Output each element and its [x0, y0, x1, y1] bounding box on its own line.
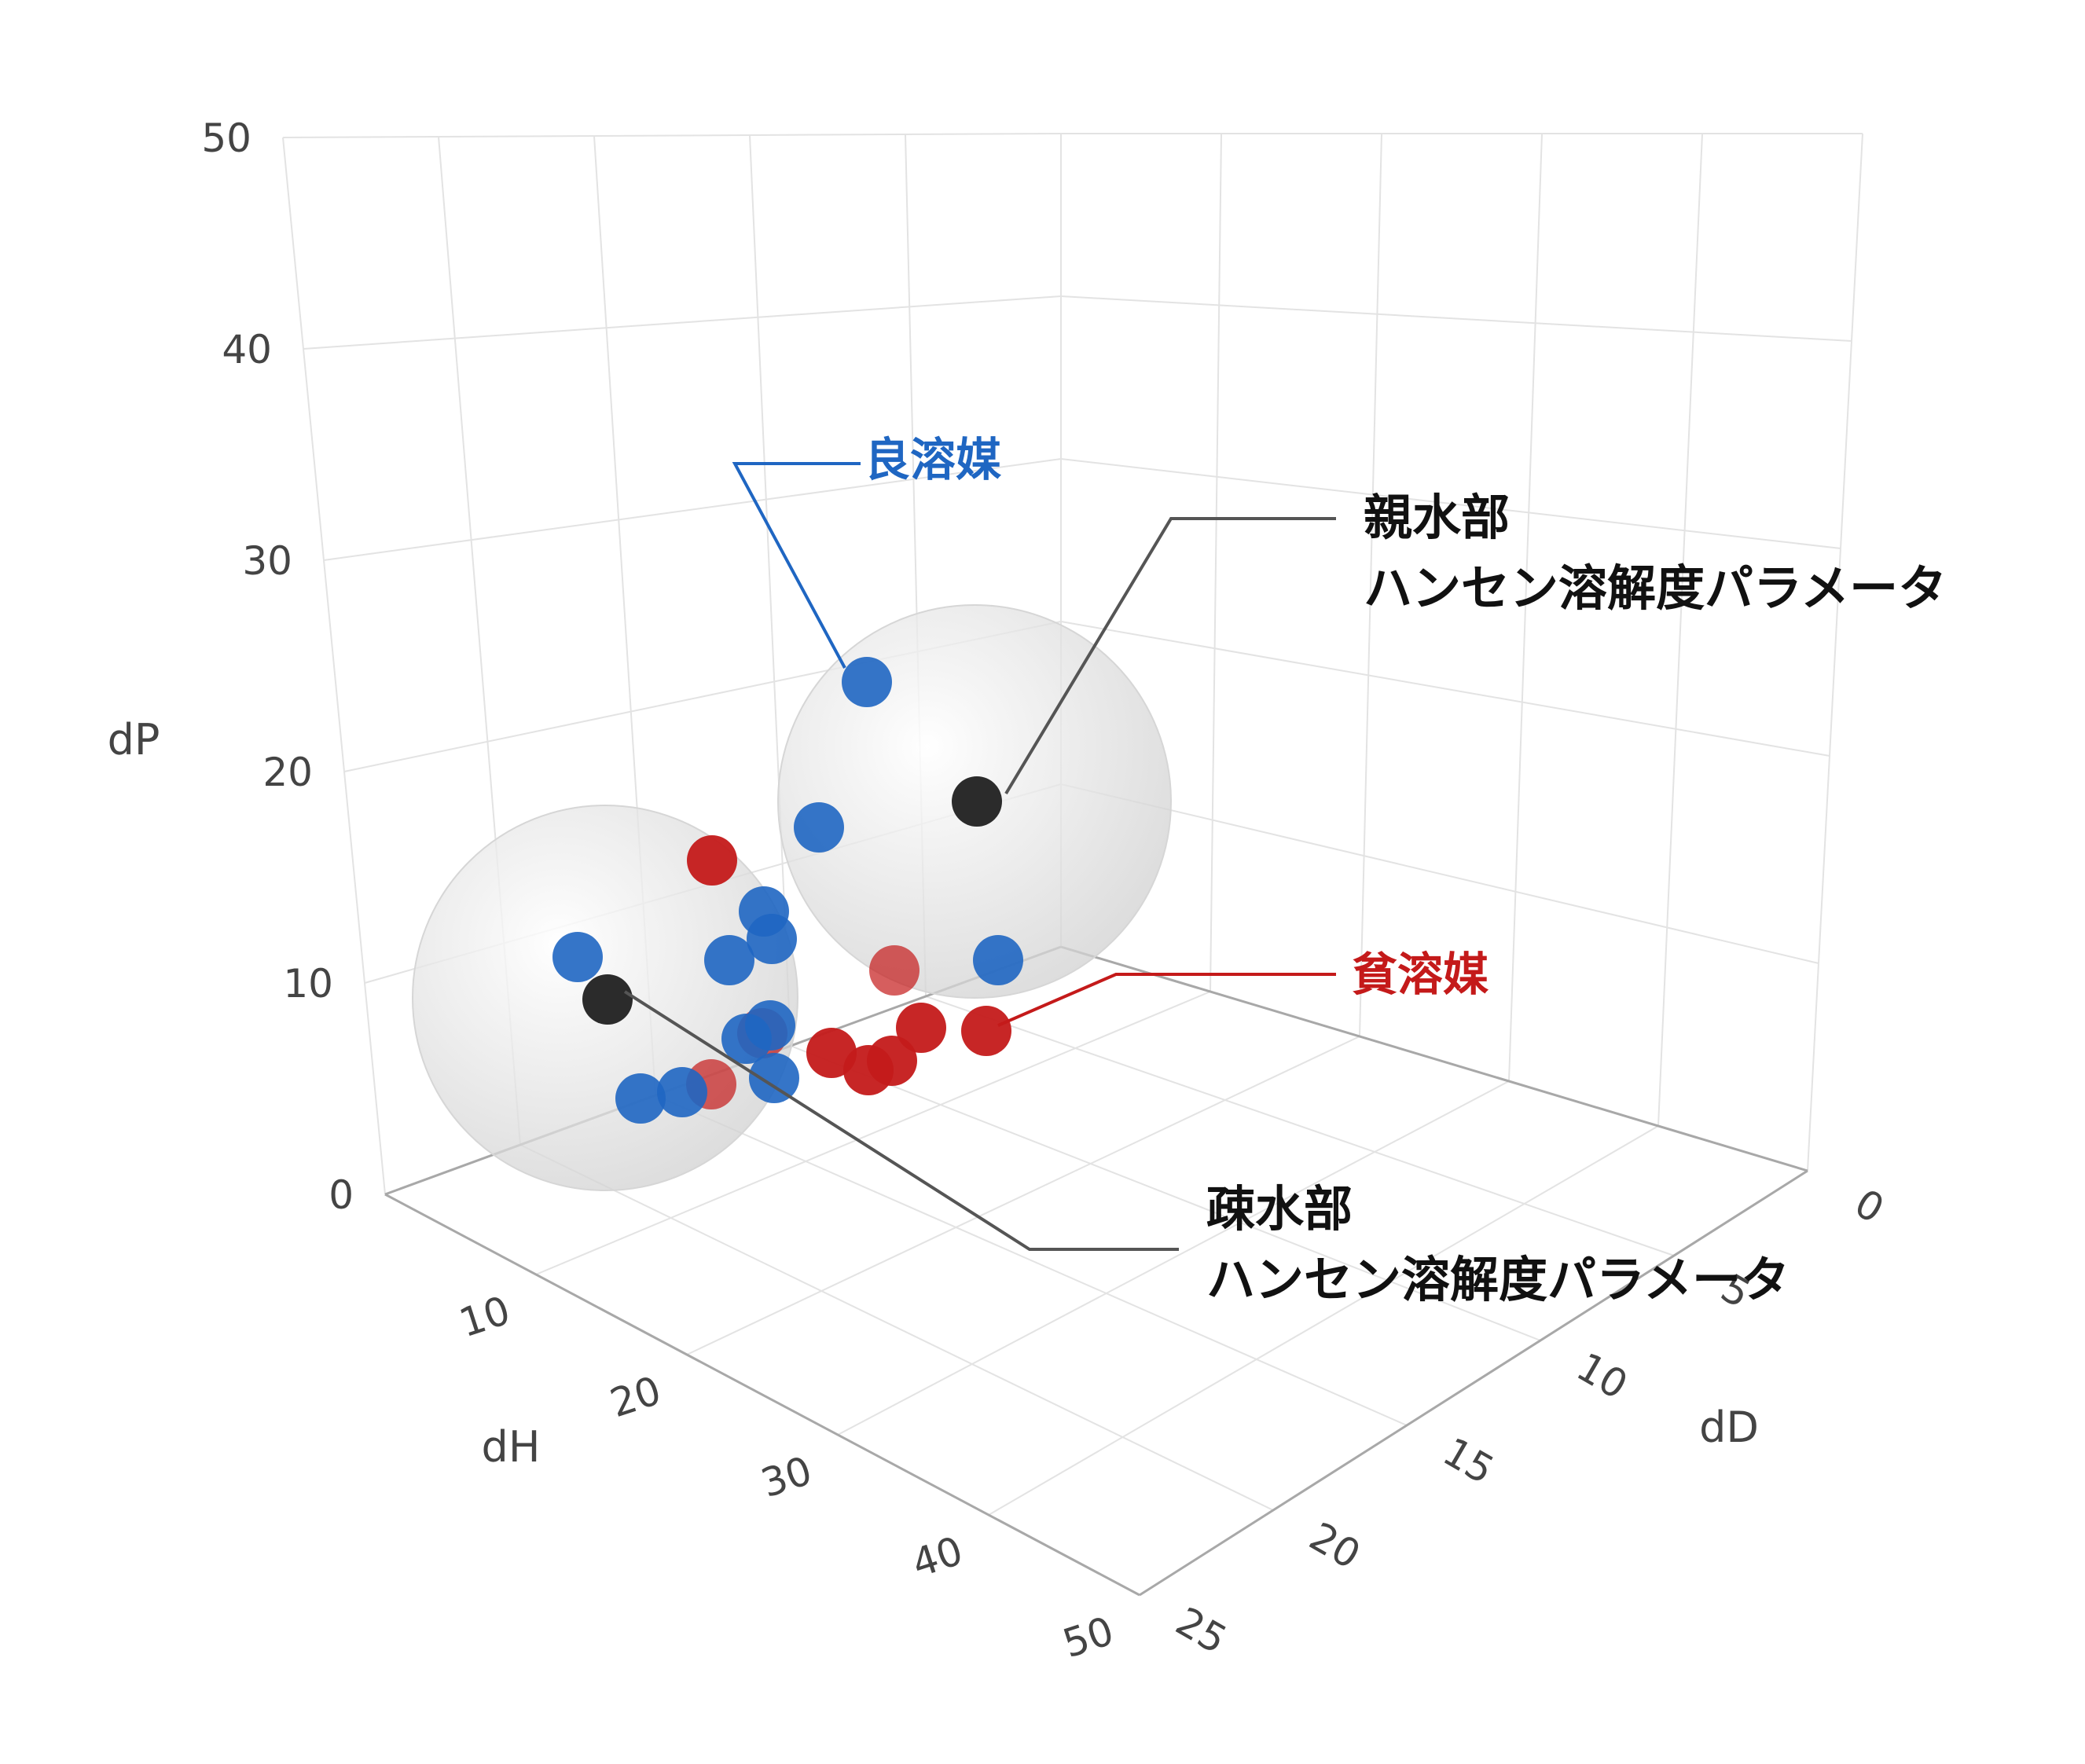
good-solvent-point — [704, 935, 754, 985]
poor-solvent-point — [896, 1003, 946, 1053]
poor-solvent-leader — [997, 973, 1336, 1027]
axis-titles: dP dH dD — [108, 715, 1759, 1472]
dP-tick-label: 10 — [283, 961, 333, 1007]
dP-tick-label: 40 — [222, 327, 272, 372]
right-wall-v-line — [1210, 133, 1222, 992]
dD-tick-label: 15 — [1435, 1428, 1501, 1493]
right-wall-h-line — [1060, 783, 1819, 964]
dD-tick-label: 0 — [1847, 1180, 1892, 1232]
good-annotation-line: 良溶媒 — [864, 433, 1002, 486]
right-wall-v-line — [1807, 133, 1863, 1172]
good-solvent-point — [552, 932, 603, 982]
floor-right-edge — [1060, 945, 1808, 1172]
hydrophobic-annotation-line: 疎水部 — [1206, 1180, 1353, 1238]
good-solvent-point — [842, 657, 892, 707]
hydrophobic-leader — [623, 990, 1179, 1251]
floor-line-a — [925, 996, 1675, 1256]
left-wall-v-line — [282, 137, 386, 1195]
right-wall-v-line — [1508, 133, 1543, 1082]
poor-solvent-point — [687, 835, 737, 886]
right-wall-v-line — [1657, 133, 1703, 1127]
good-solvent-point — [745, 1000, 795, 1051]
poor-solvent-point — [806, 1028, 857, 1078]
axis-title-dP: dP — [108, 715, 160, 765]
good-solvent-point — [747, 914, 797, 964]
good-solvent-point — [615, 1073, 666, 1124]
hydrophobic-center-point — [582, 974, 633, 1025]
left-wall-h-line — [282, 133, 1062, 138]
floor-line-a — [790, 1045, 1541, 1341]
solvent-points — [552, 657, 1023, 1124]
right-wall-h-line — [1060, 621, 1830, 757]
hydrophilic-annotation-line: 親水部 — [1364, 489, 1510, 546]
left-wall-v-line — [749, 134, 791, 1047]
floor-line-b — [686, 1036, 1360, 1355]
dD-tick-label: 25 — [1168, 1598, 1234, 1663]
hydrophilic-annotation-line: ハンセン溶解度パラメータ — [1364, 559, 1947, 617]
left-wall-h-line — [323, 458, 1062, 561]
hydrophobic-annotation-line: ハンセン溶解度パラメータ — [1206, 1251, 1790, 1308]
dP-tick-label: 30 — [242, 538, 292, 584]
floor-line-b — [535, 991, 1211, 1275]
floor-line-a — [655, 1095, 1408, 1426]
good-solvent-point — [657, 1067, 707, 1117]
dD-tick-label: 10 — [1569, 1344, 1635, 1408]
dH-axis-edge — [384, 1193, 1140, 1597]
good-solvent-point — [794, 802, 844, 853]
good-solvent-point — [749, 1053, 799, 1103]
hydrophilic-center-point — [952, 776, 1002, 827]
left-wall-h-line — [303, 295, 1062, 350]
floor-line-b — [988, 1125, 1659, 1516]
dP-tick-label: 20 — [262, 750, 313, 795]
floor-line-b — [837, 1080, 1510, 1436]
floor-line-a — [519, 1144, 1274, 1511]
poor-solvent-point — [869, 945, 920, 996]
poor-solvent-point — [961, 1006, 1011, 1056]
dH-tick-label: 40 — [907, 1527, 968, 1586]
good-solvent-point — [973, 935, 1023, 985]
back-right-wall-grid — [1060, 133, 1863, 1172]
right-wall-h-line — [1060, 458, 1841, 549]
right-wall-v-line — [1359, 133, 1382, 1037]
poor-annotation-line: 貧溶媒 — [1352, 948, 1489, 1001]
dH-tick-label: 10 — [454, 1287, 516, 1346]
hydrophilic-leader — [1004, 517, 1336, 795]
dP-tick-label: 50 — [201, 116, 251, 161]
axis-title-dD: dD — [1699, 1403, 1759, 1452]
dD-tick-label: 20 — [1301, 1513, 1367, 1578]
dH-tick-label: 20 — [605, 1367, 666, 1426]
right-wall-h-line — [1060, 295, 1852, 342]
good-solvent-leader — [732, 462, 861, 669]
dP-tick-label: 0 — [329, 1172, 354, 1218]
axis-title-dH: dH — [482, 1422, 541, 1472]
dH-tick-label: 30 — [756, 1447, 817, 1506]
solubility-spheres — [412, 604, 1172, 1191]
dH-tick-label: 50 — [1058, 1608, 1119, 1667]
annotation-leaders — [623, 462, 1336, 1251]
dD-axis-edge — [1139, 1169, 1808, 1597]
